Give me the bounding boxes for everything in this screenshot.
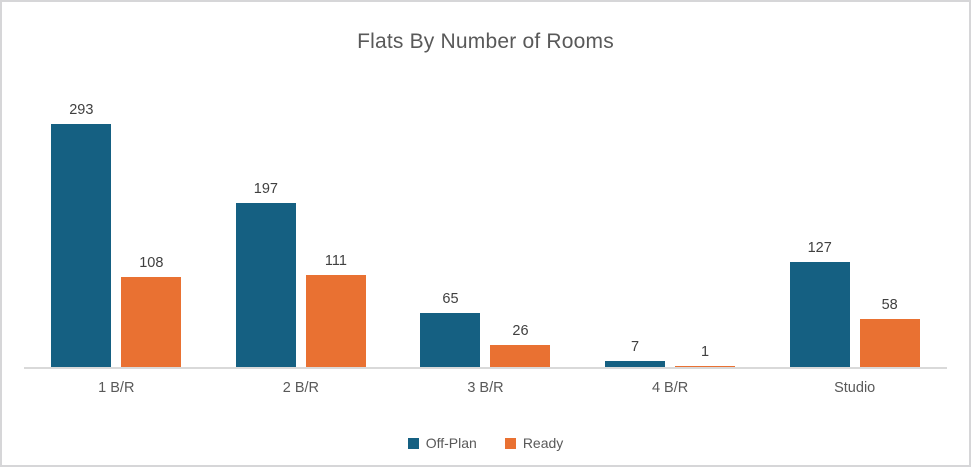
bar-off-plan[interactable] — [420, 313, 481, 367]
legend-swatch-icon — [407, 437, 419, 449]
data-label: 108 — [139, 254, 164, 271]
bar-ready[interactable] — [121, 277, 182, 367]
bar-ready[interactable] — [675, 366, 736, 367]
bar-off-plan[interactable] — [605, 361, 666, 367]
data-label: 7 — [631, 338, 640, 355]
legend-item-off-plan[interactable]: Off-Plan — [407, 435, 477, 451]
data-label: 65 — [442, 290, 459, 307]
bar-off-plan[interactable] — [51, 124, 112, 367]
bar-ready[interactable] — [490, 345, 551, 367]
bar-wrap: 26 — [490, 322, 551, 367]
category-label: 4 B/R — [651, 380, 689, 396]
bar-off-plan[interactable] — [235, 203, 296, 367]
bar-group: 197 111 — [209, 68, 394, 367]
bar-wrap: 127 — [789, 239, 850, 367]
bar-wrap: 65 — [420, 290, 481, 367]
data-label: 26 — [512, 322, 529, 339]
data-label: 58 — [881, 296, 898, 313]
category-label: 2 B/R — [282, 380, 320, 396]
bar-group: 127 58 — [762, 68, 947, 367]
bar-wrap: 108 — [121, 254, 182, 367]
bar-ready[interactable] — [859, 319, 920, 367]
data-label: 197 — [253, 180, 278, 197]
legend: Off-Plan Ready — [2, 435, 969, 451]
bar-wrap: 58 — [859, 296, 920, 367]
bar-wrap: 293 — [51, 101, 112, 367]
bar-wrap: 197 — [235, 180, 296, 367]
bar-off-plan[interactable] — [789, 262, 850, 367]
legend-item-ready[interactable]: Ready — [504, 435, 564, 451]
category-label: Studio — [834, 380, 876, 396]
data-label: 111 — [324, 252, 347, 269]
bar-group: 65 26 — [393, 68, 578, 367]
data-label: 1 — [701, 343, 710, 360]
bar-wrap: 111 — [305, 252, 366, 367]
data-label: 293 — [69, 101, 94, 118]
bar-wrap: 1 — [675, 343, 736, 367]
category-label: 1 B/R — [98, 380, 135, 396]
chart-title: Flats By Number of Rooms — [357, 30, 614, 53]
plot-area: 293 108 197 111 65 26 7 1 127 58 — [24, 68, 947, 369]
category-axis: 1 B/R 2 B/R 3 B/R 4 B/R Studio — [24, 380, 947, 396]
bar-ready[interactable] — [305, 275, 366, 367]
legend-label: Off-Plan — [425, 435, 477, 451]
bar-group: 293 108 — [24, 68, 209, 367]
data-label: 127 — [807, 239, 832, 256]
category-label: 3 B/R — [467, 380, 504, 396]
bar-wrap: 7 — [605, 338, 666, 367]
legend-swatch-icon — [504, 437, 516, 449]
legend-label: Ready — [522, 435, 564, 451]
